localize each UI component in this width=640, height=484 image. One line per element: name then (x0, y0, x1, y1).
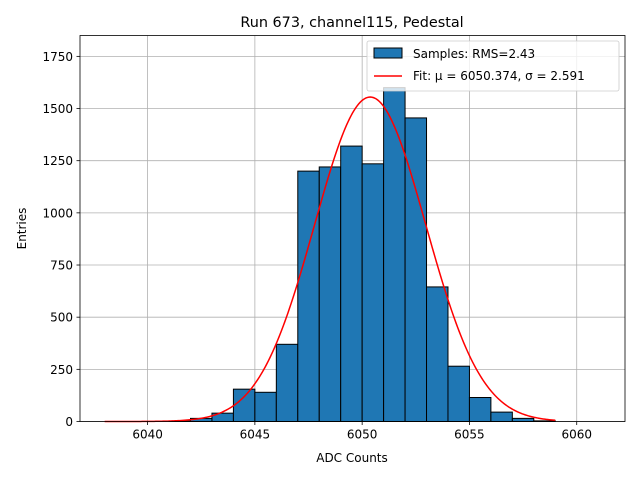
y-tick-label: 0 (65, 415, 73, 429)
y-tick-label: 1750 (42, 50, 73, 64)
histogram-bar (469, 398, 490, 422)
histogram-bar (427, 287, 448, 422)
histogram-bar (319, 167, 340, 422)
legend: Samples: RMS=2.43 Fit: μ = 6050.374, σ =… (367, 41, 619, 91)
histogram-bar (362, 164, 383, 422)
histogram-bar (448, 366, 469, 421)
histogram-bar (276, 344, 297, 421)
y-tick-label: 1500 (42, 102, 73, 116)
chart-title: Run 673, channel115, Pedestal (240, 15, 463, 31)
legend-label-samples: Samples: RMS=2.43 (413, 47, 535, 61)
y-tick-label: 250 (50, 363, 73, 377)
histogram-bar (384, 88, 405, 422)
x-tick-label: 6040 (132, 428, 163, 442)
legend-swatch-samples (374, 48, 402, 58)
x-tick-label: 6060 (561, 428, 592, 442)
legend-label-fit: Fit: μ = 6050.374, σ = 2.591 (413, 69, 585, 83)
y-tick-label: 1000 (42, 206, 73, 220)
histogram-bar (491, 412, 512, 421)
y-tick-label: 500 (50, 311, 73, 325)
y-tick-label: 750 (50, 259, 73, 273)
y-axis-label: Entries (15, 208, 29, 250)
x-tick-label: 6045 (240, 428, 271, 442)
x-axis-label: ADC Counts (316, 451, 388, 465)
histogram-bar (341, 146, 362, 421)
histogram-bar (233, 389, 254, 421)
histogram-bar (298, 171, 319, 421)
y-tick-label: 1250 (42, 154, 73, 168)
x-tick-label: 6050 (347, 428, 378, 442)
x-tick-label: 6055 (454, 428, 485, 442)
histogram-bar (512, 418, 533, 421)
histogram-bar (255, 392, 276, 421)
